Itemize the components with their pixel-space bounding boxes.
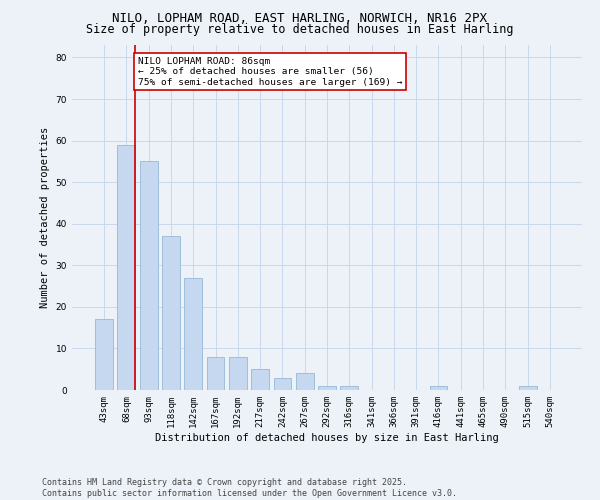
Bar — [95, 320, 113, 390]
Bar — [296, 374, 314, 390]
Text: Size of property relative to detached houses in East Harling: Size of property relative to detached ho… — [86, 22, 514, 36]
Bar — [118, 145, 136, 390]
Bar — [251, 369, 269, 390]
Bar — [430, 386, 448, 390]
Bar — [518, 386, 536, 390]
Bar — [206, 356, 224, 390]
Text: NILO LOPHAM ROAD: 86sqm
← 25% of detached houses are smaller (56)
75% of semi-de: NILO LOPHAM ROAD: 86sqm ← 25% of detache… — [137, 57, 402, 86]
Bar — [184, 278, 202, 390]
Text: Contains HM Land Registry data © Crown copyright and database right 2025.
Contai: Contains HM Land Registry data © Crown c… — [42, 478, 457, 498]
Bar — [318, 386, 336, 390]
Bar — [162, 236, 180, 390]
Y-axis label: Number of detached properties: Number of detached properties — [40, 127, 50, 308]
Bar — [340, 386, 358, 390]
X-axis label: Distribution of detached houses by size in East Harling: Distribution of detached houses by size … — [155, 432, 499, 442]
Text: NILO, LOPHAM ROAD, EAST HARLING, NORWICH, NR16 2PX: NILO, LOPHAM ROAD, EAST HARLING, NORWICH… — [113, 12, 487, 26]
Bar — [274, 378, 292, 390]
Bar — [229, 356, 247, 390]
Bar — [140, 162, 158, 390]
